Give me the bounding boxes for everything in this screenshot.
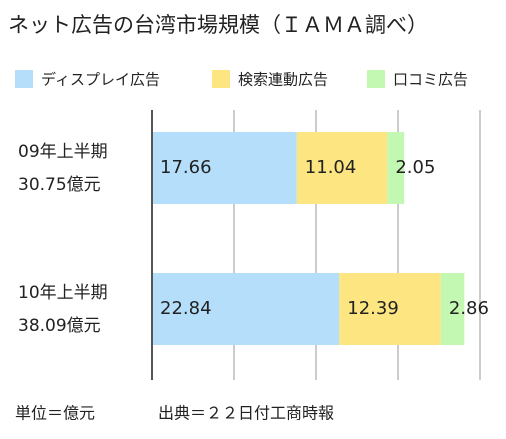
category-label: 09年上半期 bbox=[18, 142, 108, 162]
value-label: 11.04 bbox=[305, 157, 357, 178]
category-sublabel: 38.09億元 bbox=[18, 316, 101, 336]
legend-swatch bbox=[15, 70, 33, 88]
value-label: 2.05 bbox=[395, 157, 435, 178]
bar-segment bbox=[339, 273, 441, 345]
chart-title: ネット広告の台湾市場規模（ＩＡＭＡ調べ） bbox=[8, 13, 428, 37]
value-label: 12.39 bbox=[347, 298, 399, 319]
source-note: 出典＝２２日付工商時報 bbox=[158, 404, 334, 423]
value-label: 22.84 bbox=[160, 298, 212, 319]
legend-label: ディスプレイ広告 bbox=[41, 71, 160, 89]
unit-note: 単位＝億元 bbox=[15, 404, 95, 423]
value-label: 17.66 bbox=[160, 157, 212, 178]
legend-label: 口コミ広告 bbox=[393, 71, 468, 89]
bar-segment bbox=[296, 132, 388, 204]
category-label: 10年上半期 bbox=[18, 283, 108, 303]
legend-label: 検索連動広告 bbox=[238, 71, 328, 89]
bar-segment bbox=[152, 132, 297, 204]
bar-segment bbox=[440, 273, 465, 345]
legend-swatch bbox=[212, 70, 230, 88]
bar-segment bbox=[387, 132, 405, 204]
legend-swatch bbox=[367, 70, 385, 88]
value-label: 2.86 bbox=[449, 298, 489, 319]
bar-segment bbox=[152, 273, 340, 345]
category-sublabel: 30.75億元 bbox=[18, 175, 101, 195]
